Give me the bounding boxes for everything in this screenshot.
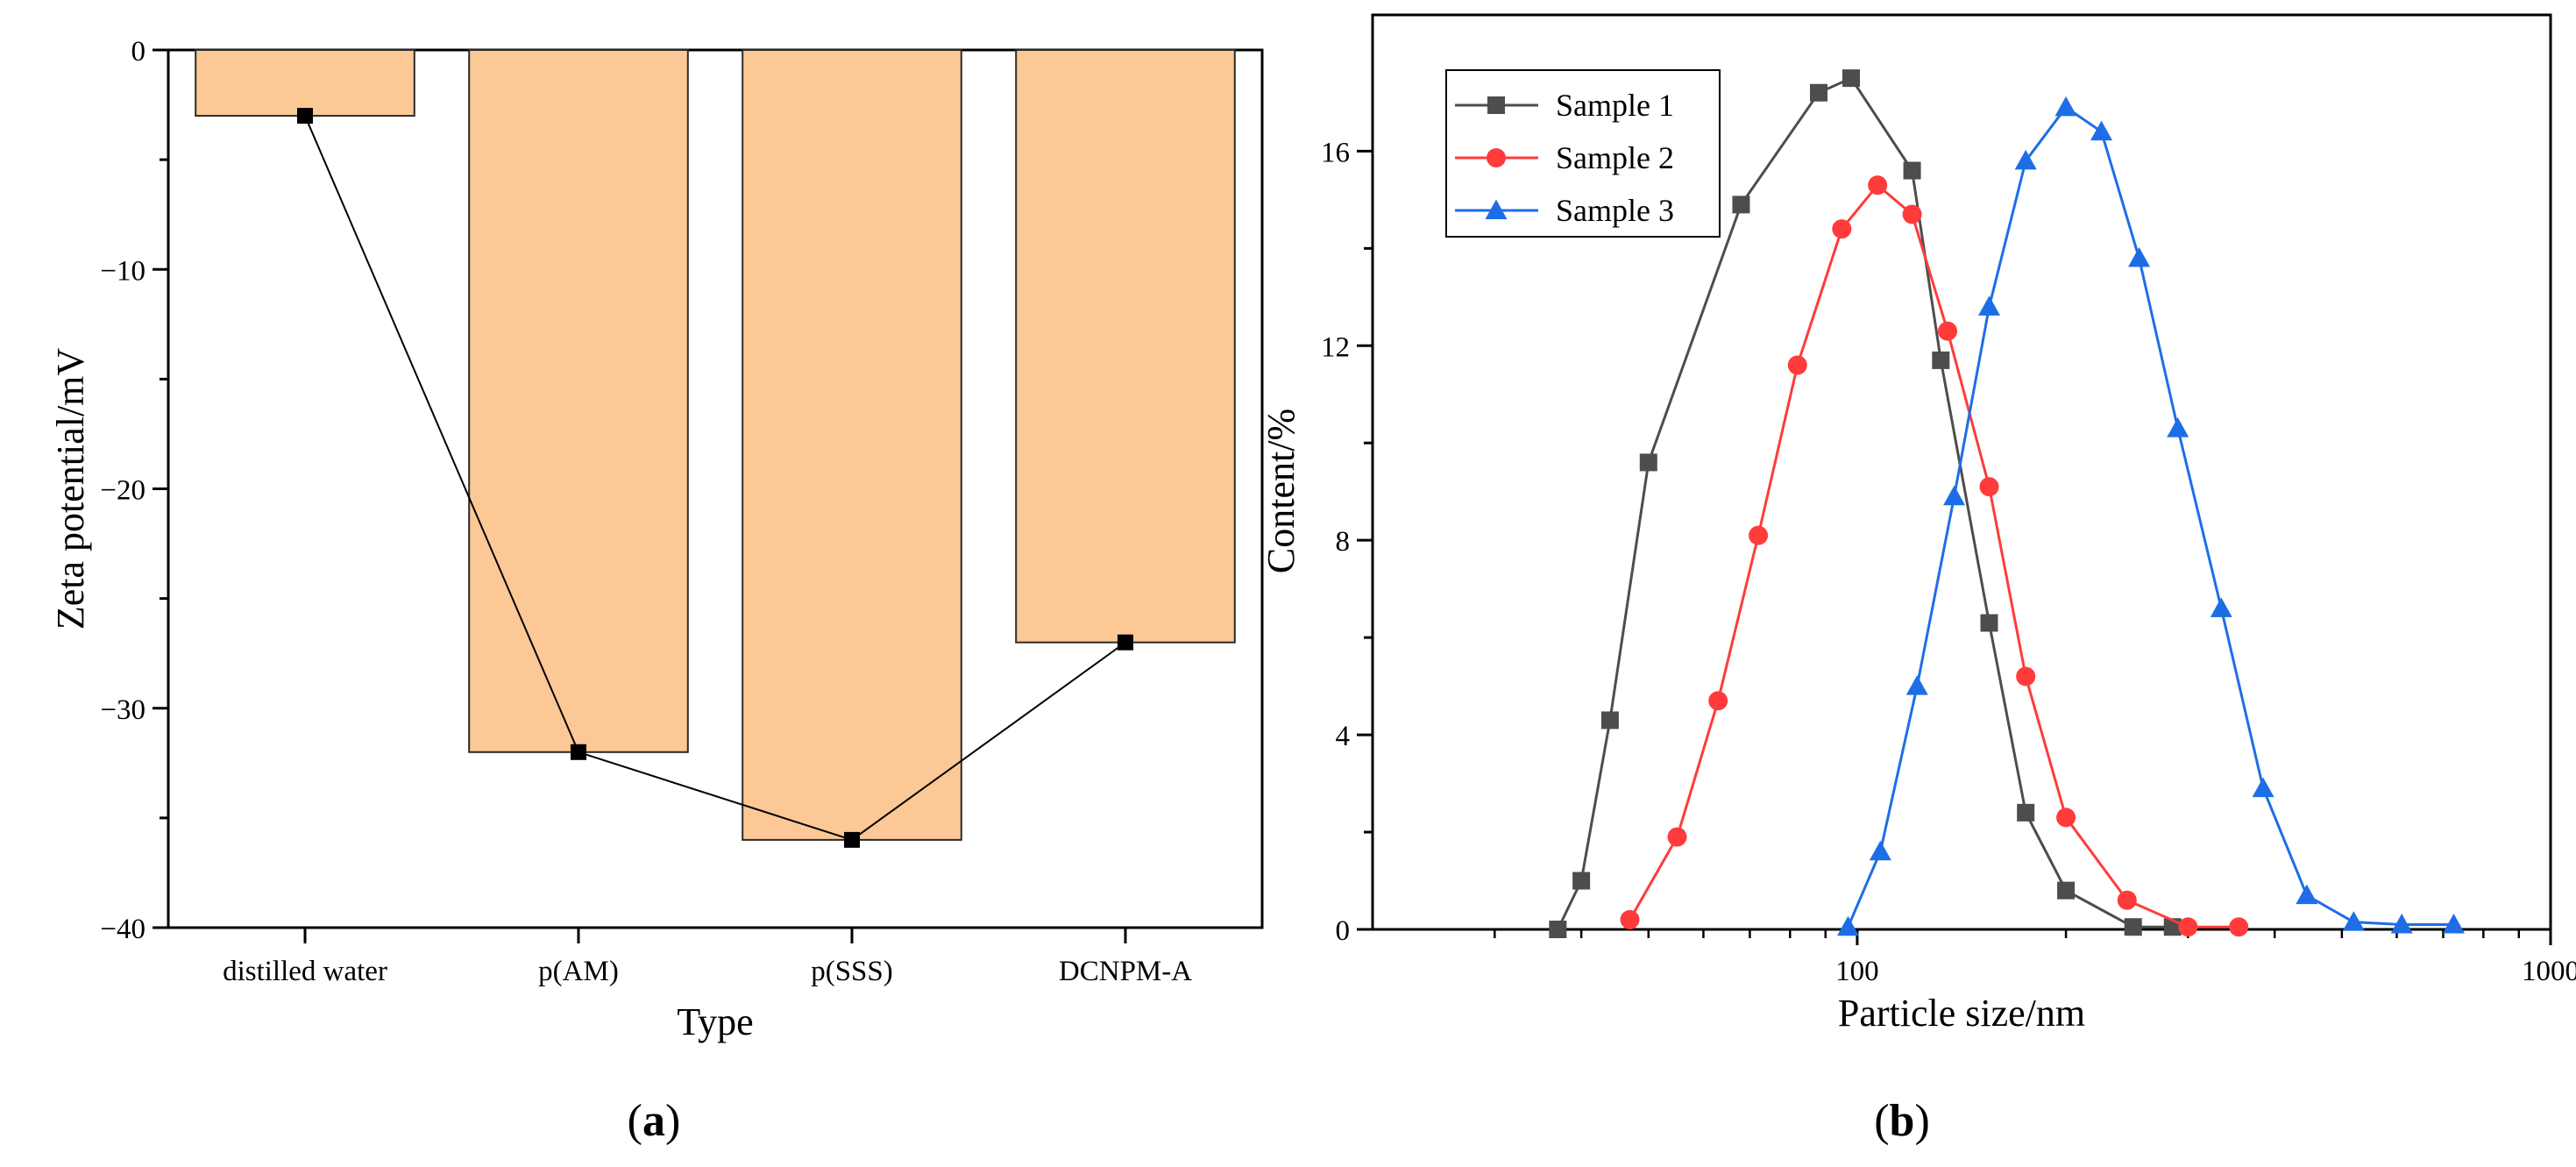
y-tick-label: 0 [131,36,146,68]
y-axis-title: Zeta potential/mV [49,348,92,630]
panel-label-close: ) [1914,1096,1929,1146]
plot-frame [1371,13,2552,931]
y-tick-label: −40 [100,914,145,945]
triangle-marker [2014,149,2037,170]
y-tick-label: −20 [100,475,145,507]
circle-marker [2056,808,2076,828]
circle-marker [1832,219,1852,239]
panel-label-letter: a [642,1096,665,1146]
data-point-marker [1118,634,1133,651]
legend-label: Sample 3 [1556,193,1674,228]
circle-marker [1979,477,1999,497]
y-tick-label: 12 [1321,331,1350,363]
bar-1 [468,49,689,753]
square-marker [2017,803,2035,822]
circle-marker [2117,890,2137,910]
panel-label-open: ( [1874,1096,1889,1146]
legend: Sample 1 Sample 2 Sample 3 [1445,69,1721,238]
triangle-marker [1977,295,2000,316]
triangle-marker [2443,913,2466,934]
data-point-marker [844,831,860,848]
circle-marker [1902,204,1922,224]
panel-a-zeta-potential-chart: distilled water p(AM) p(SSS) DCNPM-A 0 −10 −20… [49,36,1264,1146]
bar-0 [195,49,415,117]
y-tick-label: 4 [1336,721,1351,752]
bar-2 [742,49,962,841]
panel-label-open: ( [628,1096,642,1146]
series-3 [1836,96,2466,936]
overlay-line [304,115,1126,842]
triangle-marker [2054,96,2077,117]
panel-label-close: ) [665,1096,680,1146]
triangle-marker [1905,675,1928,695]
circle-marker [1749,525,1769,545]
square-marker [1600,711,1619,729]
legend-label: Sample 2 [1556,140,1674,175]
square-marker [1903,161,1921,180]
x-tick-label: p(SSS) [811,956,893,987]
x-tick-label: 100 [1835,956,1879,987]
square-marker [1980,614,1998,632]
circle-marker [1938,321,1958,341]
circle-marker [1487,148,1506,167]
triangle-marker [2296,884,2318,905]
y-tick-label: −30 [100,694,145,726]
square-marker [2057,881,2076,900]
square-marker [1487,96,1505,114]
triangle-marker [2252,777,2274,798]
square-marker [1732,196,1750,214]
circle-marker [2178,917,2198,937]
series-1 [1549,69,2182,938]
circle-marker [1708,691,1728,711]
panel-b-particle-size-chart: 100 1000 0 4 8 12 16 Sample 1 Sample 2 Sample 3 Pa… [1260,13,2576,1146]
panel-label-a: (a) [628,1096,681,1146]
square-marker [1639,453,1657,472]
y-axis-title: Content/% [1260,409,1302,573]
circle-marker [2229,917,2249,937]
square-marker [1810,83,1828,102]
x-axis-title: Particle size/nm [1838,992,2085,1035]
series-line [1847,105,2454,928]
series-line [1557,76,2173,930]
y-tick-label: −10 [100,255,145,287]
panel-label-letter: b [1890,1096,1915,1146]
square-marker [2124,918,2142,936]
circle-marker [1868,175,1888,196]
x-axis-title: Type [677,1000,753,1043]
triangle-marker [2342,911,2365,931]
y-tick-label: 16 [1321,137,1350,168]
data-point-marker [571,744,586,760]
y-tick-label: 0 [1336,915,1351,947]
triangle-marker [1943,485,1966,506]
x-tick-label: p(AM) [538,956,619,987]
legend-label: Sample 1 [1556,88,1674,123]
square-marker [1572,872,1591,890]
bar-3 [1015,49,1236,644]
square-marker [1549,921,1567,938]
x-tick-label: distilled water [223,956,387,987]
data-point-marker [297,108,313,125]
circle-marker [1787,355,1807,375]
y-tick-label: 8 [1336,526,1351,558]
square-marker [1842,69,1860,88]
series-2 [1620,175,2249,937]
triangle-marker [2390,913,2413,934]
x-tick-label: 1000 [2522,956,2576,987]
triangle-marker [2167,417,2189,438]
square-marker [1932,351,1950,369]
circle-marker [1667,827,1687,847]
circle-marker [2016,666,2036,687]
triangle-marker [2090,120,2113,141]
x-tick-label: DCNPM-A [1059,956,1192,987]
triangle-marker [2210,597,2232,617]
triangle-marker [1485,199,1508,219]
circle-marker [1620,909,1640,929]
triangle-marker [2128,246,2151,267]
triangle-marker [1836,915,1859,936]
triangle-marker [1869,840,1891,861]
panel-label-b: (b) [1874,1096,1930,1146]
